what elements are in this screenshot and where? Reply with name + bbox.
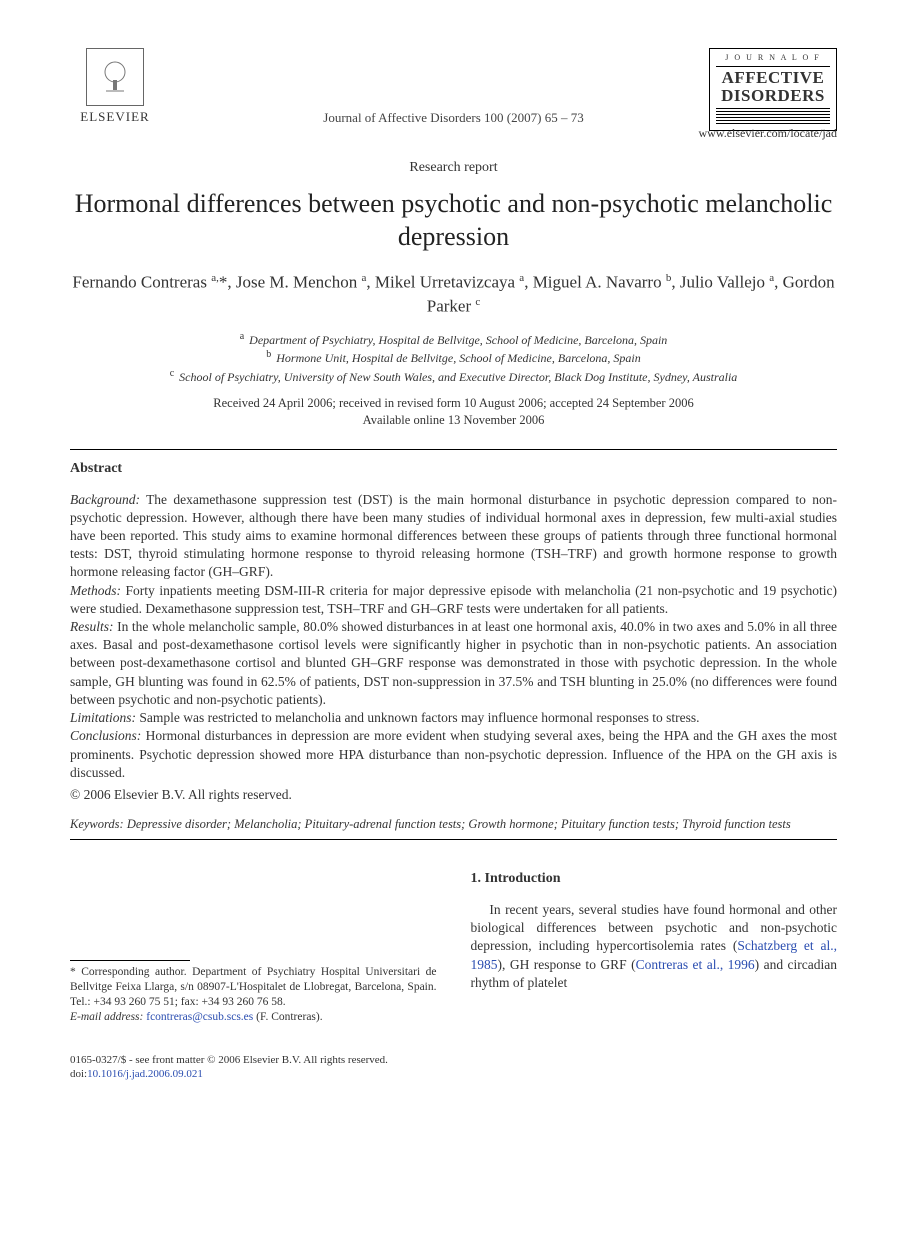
- publisher-name: ELSEVIER: [70, 108, 160, 126]
- footer-doi-line: doi:10.1016/j.jad.2006.09.021: [70, 1067, 837, 1081]
- journal-badge-line1: AFFECTIVE: [716, 69, 830, 87]
- left-column: * Corresponding author. Department of Ps…: [70, 870, 437, 1025]
- abstract-block: Background: The dexamethasone suppressio…: [70, 491, 837, 805]
- abstract-background: Background: The dexamethasone suppressio…: [70, 491, 837, 582]
- rule-below-keywords: [70, 839, 837, 840]
- footnote-rule: [70, 960, 190, 961]
- elsevier-tree-icon: [86, 48, 144, 106]
- right-column: 1. Introduction In recent years, several…: [471, 870, 838, 1025]
- dates-online: Available online 13 November 2006: [70, 412, 837, 429]
- article-type: Research report: [70, 159, 837, 178]
- affiliation-c: c School of Psychiatry, University of Ne…: [70, 367, 837, 385]
- footer-front-matter: 0165-0327/$ - see front matter © 2006 El…: [70, 1053, 837, 1067]
- abstract-conclusions: Conclusions: Hormonal disturbances in de…: [70, 727, 837, 782]
- footnote-email-line: E-mail address: fcontreras@csub.scs.es (…: [70, 1010, 437, 1025]
- citation-link-contreras[interactable]: Contreras et al., 1996: [636, 957, 755, 972]
- intro-paragraph: In recent years, several studies have fo…: [471, 901, 838, 992]
- journal-badge-top: J O U R N A L O F: [716, 53, 830, 67]
- abstract-results: Results: In the whole melancholic sample…: [70, 618, 837, 709]
- dates-received: Received 24 April 2006; received in revi…: [70, 395, 837, 412]
- rule-above-abstract: [70, 449, 837, 450]
- doi-link[interactable]: 10.1016/j.jad.2006.09.021: [87, 1068, 203, 1080]
- journal-badge-line2: DISORDERS: [716, 87, 830, 105]
- publisher-logo-block: ELSEVIER: [70, 48, 160, 126]
- author-list: Fernando Contreras a,*, Jose M. Menchon …: [70, 271, 837, 318]
- affiliation-b: b Hormone Unit, Hospital de Bellvitge, S…: [70, 348, 837, 366]
- article-dates: Received 24 April 2006; received in revi…: [70, 395, 837, 429]
- footnote-corr-text: * Corresponding author. Department of Ps…: [70, 965, 437, 1010]
- keywords-line: Keywords: Depressive disorder; Melanchol…: [70, 816, 837, 833]
- abstract-heading: Abstract: [70, 460, 837, 479]
- abstract-methods: Methods: Forty inpatients meeting DSM-II…: [70, 582, 837, 618]
- body-two-column: * Corresponding author. Department of Ps…: [70, 870, 837, 1025]
- abstract-copyright: © 2006 Elsevier B.V. All rights reserved…: [70, 786, 837, 804]
- affiliation-a: a Department of Psychiatry, Hospital de …: [70, 330, 837, 348]
- journal-url[interactable]: www.elsevier.com/locate/jad: [70, 125, 837, 141]
- page-footer: 0165-0327/$ - see front matter © 2006 El…: [70, 1053, 837, 1082]
- journal-badge-stripes-icon: [716, 108, 830, 124]
- corresponding-author-footnote: * Corresponding author. Department of Ps…: [70, 965, 437, 1025]
- journal-cover-badge: J O U R N A L O F AFFECTIVE DISORDERS: [709, 48, 837, 131]
- footnote-email-link[interactable]: fcontreras@csub.scs.es: [146, 1011, 253, 1023]
- abstract-limitations: Limitations: Sample was restricted to me…: [70, 709, 837, 727]
- section-heading-introduction: 1. Introduction: [471, 870, 838, 889]
- article-title: Hormonal differences between psychotic a…: [70, 188, 837, 253]
- affiliation-list: a Department of Psychiatry, Hospital de …: [70, 330, 837, 385]
